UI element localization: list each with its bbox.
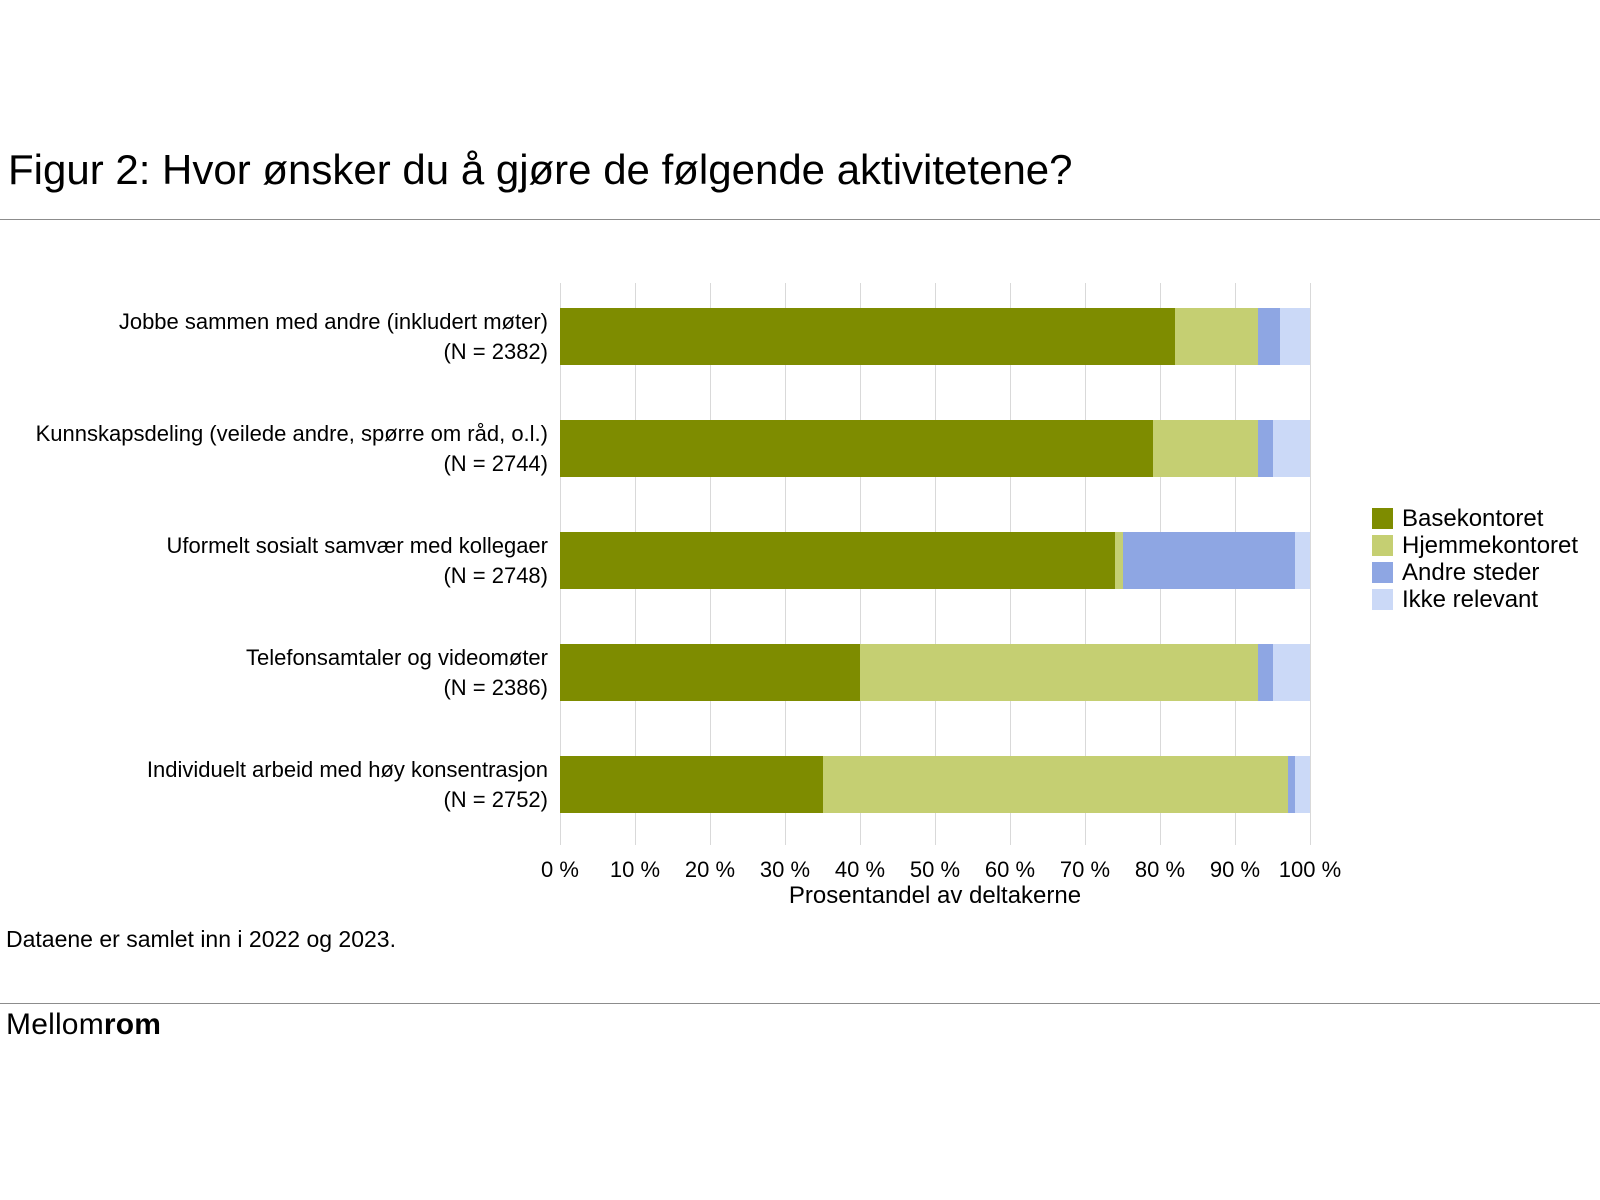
category-n: (N = 2382) bbox=[443, 338, 548, 364]
x-axis-label: Prosentandel av deltakerne bbox=[788, 882, 1082, 909]
x-tick-label: 80 % bbox=[1134, 857, 1186, 882]
bar-segment-andre-steder bbox=[1257, 644, 1273, 701]
logo-regular: Mellom bbox=[6, 1008, 104, 1041]
legend-swatch bbox=[1372, 508, 1393, 529]
legend-item: Hjemmekontoret bbox=[1372, 532, 1578, 559]
category-name: Kunnskapsdeling (veilede andre, spørre o… bbox=[35, 420, 548, 446]
category-label: Telefonsamtaler og videomøter (N = 2386) bbox=[246, 643, 548, 703]
gridline bbox=[1310, 283, 1311, 845]
category-label: Jobbe sammen med andre (inkludert møter)… bbox=[119, 307, 548, 367]
bar-segment-andre-steder bbox=[1287, 756, 1295, 813]
bar-segment-basekontoret bbox=[560, 756, 823, 813]
category-label: Individuelt arbeid med høy konsentrasjon… bbox=[147, 755, 548, 815]
bar-segment-ikke-relevant bbox=[1295, 532, 1310, 589]
legend-item: Basekontoret bbox=[1372, 505, 1578, 532]
category-label: Kunnskapsdeling (veilede andre, spørre o… bbox=[36, 419, 548, 479]
bar-row bbox=[560, 532, 1310, 589]
bar-segment-basekontoret bbox=[560, 420, 1153, 477]
category-name: Uformelt sosialt samvær med kollegaer bbox=[166, 532, 548, 558]
bar-row bbox=[560, 756, 1310, 813]
x-tick-label: 50 % bbox=[909, 857, 961, 882]
legend-item: Andre steder bbox=[1372, 559, 1578, 586]
legend-label: Andre steder bbox=[1402, 558, 1540, 586]
plot-area: 0 % 10 % 20 % 30 % 40 % 50 % 60 % 70 % 80 % 90 % 1… bbox=[541, 283, 1341, 882]
x-tick-label: 10 % bbox=[609, 857, 661, 882]
x-tick-label: 70 % bbox=[1059, 857, 1111, 882]
bar-segment-ikke-relevant bbox=[1295, 756, 1310, 813]
figure-title: Figur 2: Hvor ønsker du å gjøre de følge… bbox=[8, 146, 1073, 193]
legend-label: Basekontoret bbox=[1402, 504, 1544, 532]
bar-row bbox=[560, 308, 1310, 365]
legend-swatch bbox=[1372, 589, 1393, 610]
bar-segment-basekontoret bbox=[560, 644, 860, 701]
category-label: Uformelt sosialt samvær med kollegaer (N … bbox=[167, 531, 548, 591]
x-tick-label: 90 % bbox=[1209, 857, 1261, 882]
legend-swatch bbox=[1372, 535, 1393, 556]
x-tick-label: 100 % bbox=[1278, 857, 1342, 882]
bar-segment-hjemmekontoret bbox=[860, 644, 1258, 701]
legend-item: Ikke relevant bbox=[1372, 586, 1578, 613]
bar-row bbox=[560, 644, 1310, 701]
category-name: Jobbe sammen med andre (inkludert møter) bbox=[118, 308, 548, 334]
bar-segment-ikke-relevant bbox=[1272, 420, 1310, 477]
x-tick-label: 60 % bbox=[984, 857, 1036, 882]
bar-segment-hjemmekontoret bbox=[1115, 532, 1123, 589]
bar-segment-basekontoret bbox=[560, 308, 1175, 365]
top-divider bbox=[0, 219, 1600, 220]
category-n: (N = 2744) bbox=[443, 450, 548, 476]
legend-label: Hjemmekontoret bbox=[1402, 531, 1579, 559]
bar-segment-ikke-relevant bbox=[1272, 644, 1310, 701]
x-tick-label: 40 % bbox=[834, 857, 886, 882]
bar-row bbox=[560, 420, 1310, 477]
bar-segment-basekontoret bbox=[560, 532, 1115, 589]
legend-swatch bbox=[1372, 562, 1393, 583]
legend: Basekontoret Hjemmekontoret Andre steder Ik… bbox=[1372, 505, 1578, 613]
category-name: Individuelt arbeid med høy konsentrasjon bbox=[146, 756, 548, 782]
bar-segment-andre-steder bbox=[1122, 532, 1295, 589]
category-n: (N = 2386) bbox=[443, 674, 548, 700]
bar-segment-hjemmekontoret bbox=[822, 756, 1288, 813]
legend-label: Ikke relevant bbox=[1402, 585, 1539, 613]
bar-segment-andre-steder bbox=[1257, 308, 1280, 365]
logo-bold: rom bbox=[103, 1008, 162, 1041]
category-n: (N = 2752) bbox=[443, 786, 548, 812]
category-name: Telefonsamtaler og videomøter bbox=[245, 644, 548, 670]
bar-segment-hjemmekontoret bbox=[1152, 420, 1258, 477]
bar-segment-andre-steder bbox=[1257, 420, 1273, 477]
bar-segment-hjemmekontoret bbox=[1175, 308, 1258, 365]
x-tick-label: 30 % bbox=[759, 857, 811, 882]
x-tick-label: 20 % bbox=[684, 857, 736, 882]
logo: Mellomrom bbox=[6, 1008, 161, 1042]
footnote: Dataene er samlet inn i 2022 og 2023. bbox=[6, 926, 396, 952]
category-n: (N = 2748) bbox=[443, 562, 548, 588]
bottom-divider bbox=[0, 1003, 1600, 1004]
x-tick-label: 0 % bbox=[541, 857, 579, 882]
bar-segment-ikke-relevant bbox=[1280, 308, 1310, 365]
